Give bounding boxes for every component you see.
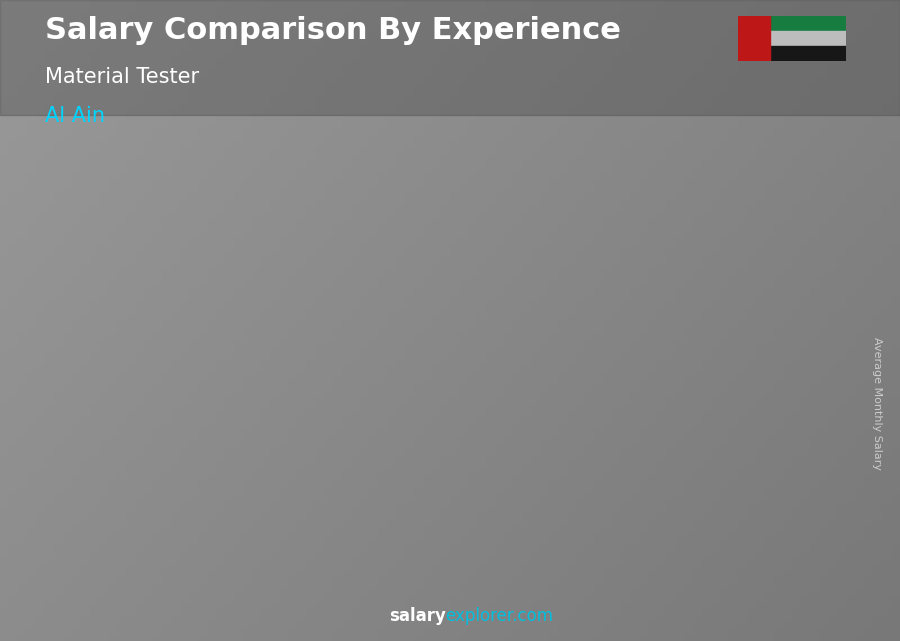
Text: Average Monthly Salary: Average Monthly Salary (872, 337, 883, 470)
Polygon shape (593, 320, 672, 329)
Polygon shape (148, 447, 161, 564)
Bar (738, 46, 846, 61)
Bar (82, 455, 148, 564)
Text: 7,630 AED: 7,630 AED (466, 324, 544, 338)
Text: Salary Comparison By Experience: Salary Comparison By Experience (45, 16, 621, 45)
Bar (210, 427, 276, 564)
Text: 8,440 AED: 8,440 AED (594, 302, 671, 315)
Text: explorer.com: explorer.com (446, 607, 554, 625)
Bar (738, 16, 846, 31)
Polygon shape (788, 306, 800, 564)
Text: 4,920 AED: 4,920 AED (211, 400, 288, 413)
Polygon shape (721, 306, 800, 314)
Bar (338, 383, 404, 564)
Text: 6,480 AED: 6,480 AED (338, 356, 416, 370)
Text: +6%: +6% (665, 255, 715, 274)
Polygon shape (210, 419, 289, 427)
Text: +26%: +26% (148, 356, 211, 374)
Bar (593, 329, 660, 564)
Text: 8,980 AED: 8,980 AED (722, 287, 799, 300)
Polygon shape (82, 447, 161, 455)
Polygon shape (404, 375, 417, 564)
Polygon shape (660, 320, 672, 564)
Text: +32%: +32% (275, 322, 338, 341)
Bar (738, 31, 846, 46)
Text: +11%: +11% (531, 272, 594, 291)
Bar (721, 314, 788, 564)
Polygon shape (532, 343, 544, 564)
Text: 3,900 AED: 3,900 AED (83, 428, 160, 442)
Polygon shape (338, 375, 417, 383)
Bar (738, 16, 770, 61)
Text: salary: salary (389, 607, 446, 625)
Polygon shape (465, 343, 544, 351)
Text: Al Ain: Al Ain (45, 106, 105, 126)
Text: +18%: +18% (403, 294, 466, 313)
Bar (465, 351, 532, 564)
Polygon shape (276, 419, 289, 564)
Text: Material Tester: Material Tester (45, 67, 199, 87)
